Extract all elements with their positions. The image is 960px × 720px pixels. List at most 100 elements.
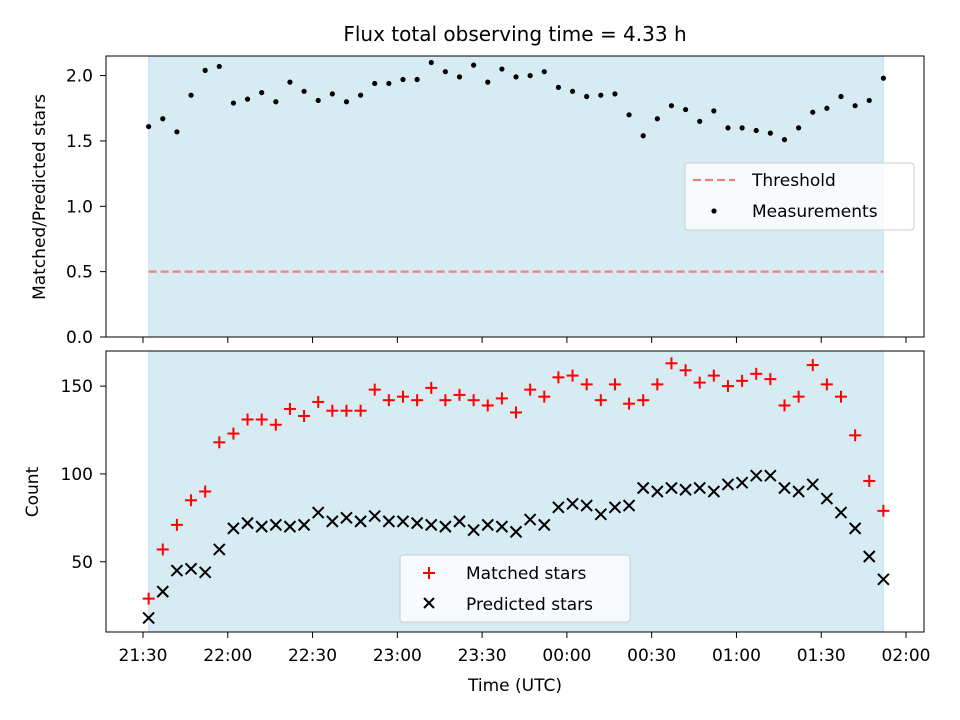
matched-star-point [439,394,452,407]
predicted-star-point [735,476,749,489]
predicted-star-point [750,469,763,482]
predicted-star-point [184,562,198,575]
measurement-point [838,93,844,100]
matched-star-point [283,402,296,415]
measurement-point [456,74,463,80]
bottom-legend-box [399,554,631,623]
predicted-star-point [142,611,155,625]
predicted-star-point [269,518,283,532]
bottom-x-ticks: 21:30 22:00 22:30 23:00 23:30 00:00 00:30 01:00… [119,632,931,666]
measurement-point [343,99,350,105]
predicted-star-point [679,483,692,496]
measurement-point [400,76,406,83]
measurement-point [527,73,533,79]
top-panel: 0.00.51.01.52.0 Matched/Predicted stars … [30,55,925,348]
measurement-point [697,118,703,124]
legend-measurements-label: Measurements [752,202,878,222]
measurement-point [810,109,816,115]
measurement-point [640,133,646,139]
predicted-star-point [523,513,537,526]
legend-matched-label: Matched stars [466,564,586,584]
predicted-star-point [820,492,834,505]
x-tick-label: 23:30 [458,646,507,666]
predicted-star-point [297,518,311,532]
matched-star-point [764,373,777,386]
predicted-star-point [538,518,551,532]
matched-star-point [199,485,212,498]
bottom-y-axis-label: Count [23,466,43,517]
measurement-point [584,93,590,100]
predicted-star-point [848,522,862,535]
measurement-point [725,125,731,131]
predicted-star-point [778,481,791,495]
predicted-star-point [495,520,509,533]
predicted-star-point [227,522,240,535]
legend-predicted-label: Predicted stars [466,595,593,615]
top-y-axis-label: Matched/Predicted stars [30,94,50,300]
top-plot-frame [105,55,925,338]
top-y-ticks: 0.0 0.5 1.0 1.5 2.0 [66,67,106,348]
matched-star-point [637,394,650,407]
matched-star-point [269,418,282,431]
predicted-star-point [255,520,268,533]
measurement-point [555,84,562,90]
matched-star-point [298,409,311,422]
measurement-point [598,92,604,98]
legend-measurements-swatch [711,208,717,214]
matched-star-point [481,399,494,412]
measurement-point [753,127,759,134]
x-tick-label: 00:30 [627,646,676,666]
matched-star-point [170,518,183,531]
predicted-star-point [608,501,622,514]
measurement-point [230,100,237,106]
x-tick-label: 21:30 [119,646,168,666]
predicted-star-point [622,499,636,512]
bottom-y-tick-label: 50 [71,553,93,573]
matched-star-point [538,390,551,403]
measurement-point [287,79,293,85]
matched-star-point [721,380,734,393]
matched-star-point [396,390,409,403]
measurement-point [414,76,420,83]
predicted-star-point [651,485,664,498]
predicted-star-point [552,501,565,514]
matched-star-point [707,369,720,382]
measurement-point [428,59,434,66]
top-y-tick-label: 0.5 [66,263,93,283]
matched-star-point [156,543,169,556]
measurement-point [711,108,717,114]
predicted-star-point [354,515,367,528]
matched-star-point [651,378,664,391]
x-axis-label: Time (UTC) [467,676,562,696]
measurement-point [796,125,802,131]
legend-predicted-swatch [423,597,435,609]
bottom-panel: 50 100 150 21:30 22:00 22:30 23:00 23:30 00:00 0… [23,350,931,696]
measurement-points [146,59,886,143]
measurement-point [626,112,632,118]
measurement-point [866,97,872,104]
matched-star-point [877,504,890,517]
matched-star-point [835,390,848,403]
matched-star-point [142,592,155,605]
predicted-star-point [425,518,438,532]
matched-star-point [623,397,636,410]
measurement-point [471,62,477,68]
predicted-star-point [396,515,410,528]
matched-star-point [241,413,254,426]
measurement-point [357,92,364,98]
measurement-point [852,103,858,109]
predicted-star-point [453,515,466,528]
measurement-point [499,66,505,72]
x-tick-label: 22:30 [288,646,337,666]
matched-star-point [354,404,367,417]
x-tick-label: 23:00 [373,646,422,666]
measurement-point [767,130,773,136]
x-tick-label: 01:30 [797,646,846,666]
matched-star-points [142,357,890,605]
matched-star-point [665,357,678,370]
predicted-star-point [509,525,523,539]
predicted-star-point [566,497,579,511]
top-y-tick-label: 1.5 [66,132,93,152]
measurement-point [315,97,321,104]
